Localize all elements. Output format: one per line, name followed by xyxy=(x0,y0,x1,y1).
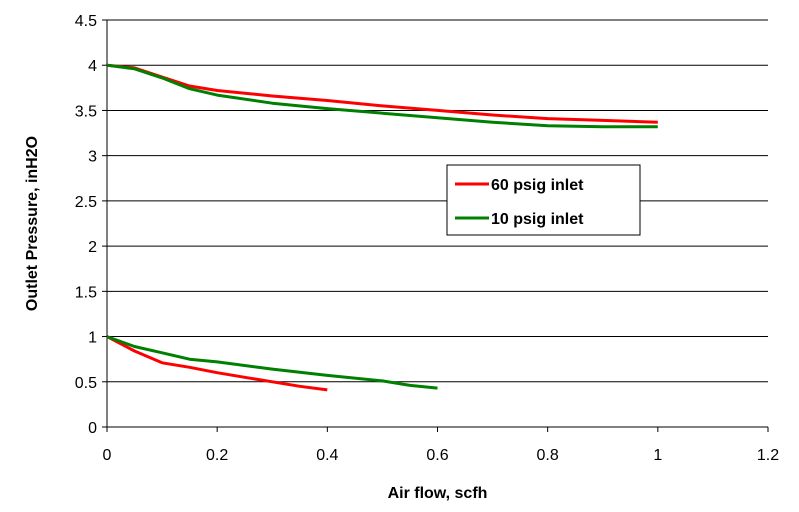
y-tick-label: 2 xyxy=(88,239,97,256)
y-tick-label: 0 xyxy=(88,420,97,437)
x-tick-label: 0.6 xyxy=(426,447,448,464)
x-tick-label: 0.2 xyxy=(206,447,228,464)
x-tick-labels: 0 0.2 0.4 0.6 0.8 1 1.2 xyxy=(103,447,780,464)
axes xyxy=(102,19,769,432)
legend-label-1: 60 psig inlet xyxy=(491,177,584,194)
x-tick-label: 1 xyxy=(653,447,662,464)
series-lines xyxy=(106,63,658,392)
y-tick-label: 1 xyxy=(88,330,97,347)
legend: 60 psig inlet 10 psig inlet xyxy=(446,164,641,236)
legend-box xyxy=(446,164,641,236)
y-tick-label: 3 xyxy=(88,149,97,166)
series-line-1-segment-2 xyxy=(106,335,328,392)
x-tick-label: 0.4 xyxy=(316,447,338,464)
legend-label-2: 10 psig inlet xyxy=(491,211,584,228)
y-tick-label: 2.5 xyxy=(75,194,97,211)
x-tick-label: 0.8 xyxy=(537,447,559,464)
y-tick-label: 3.5 xyxy=(75,103,97,120)
y-tick-label: 4 xyxy=(88,58,97,75)
series-line-2-segment-2 xyxy=(106,335,438,390)
y-axis-title: Outlet Pressure, inH2O xyxy=(24,136,41,311)
y-tick-label: 0.5 xyxy=(75,375,97,392)
gridlines xyxy=(107,19,768,383)
y-tick-label: 4.5 xyxy=(75,13,97,30)
x-axis-title: Air flow, scfh xyxy=(388,485,488,502)
x-tick-label: 0 xyxy=(103,447,112,464)
y-tick-label: 1.5 xyxy=(75,284,97,301)
series-line-2-segment-1 xyxy=(106,63,658,129)
y-tick-labels: 0 0.5 1 1.5 2 2.5 3 3.5 4 4.5 xyxy=(75,13,97,437)
x-tick-label: 1.2 xyxy=(757,447,779,464)
